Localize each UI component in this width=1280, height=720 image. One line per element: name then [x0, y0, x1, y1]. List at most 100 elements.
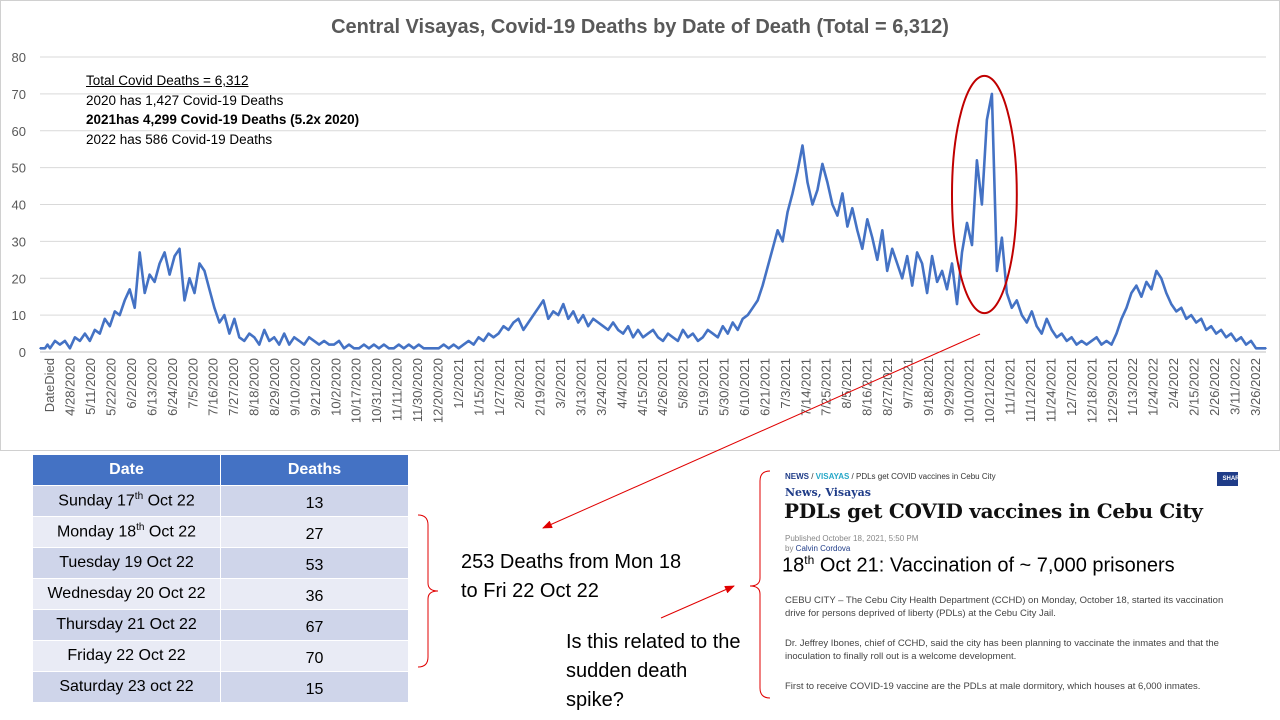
data-point	[926, 292, 928, 294]
breadcrumb-news-link[interactable]: NEWS	[785, 472, 809, 481]
data-point	[1001, 236, 1003, 239]
data-point	[143, 292, 146, 294]
deaths-cell: 67	[220, 609, 409, 641]
data-point	[153, 281, 156, 283]
x-tick-label: 4/4/2021	[614, 358, 629, 409]
data-point	[482, 340, 485, 342]
author-link[interactable]: Calvin Cordova	[795, 544, 851, 553]
date-column-header: Date	[32, 454, 221, 486]
data-point	[966, 222, 968, 224]
data-point	[1145, 281, 1148, 283]
data-point	[1050, 329, 1053, 331]
data-point	[697, 340, 699, 342]
x-tick-label: 5/30/2021	[717, 358, 732, 416]
x-tick-label: 2/26/2022	[1207, 358, 1222, 416]
data-point	[1225, 336, 1227, 339]
data-point	[1075, 343, 1078, 346]
x-tick-label: 7/14/2021	[798, 358, 813, 416]
data-point	[1265, 347, 1267, 350]
table-row: Friday 22 Oct 22 70	[32, 640, 409, 672]
data-point	[238, 336, 241, 339]
data-point	[1135, 284, 1138, 287]
date-month: Oct 22	[144, 523, 197, 541]
table-row: Monday 18th Oct 22 27	[32, 516, 409, 548]
data-point	[527, 321, 530, 324]
data-point	[921, 262, 923, 265]
data-point	[1021, 314, 1023, 316]
data-point	[477, 336, 480, 339]
x-tick-label: 8/5/2021	[839, 358, 854, 409]
x-tick-label: 9/7/2021	[900, 358, 915, 409]
data-point	[338, 340, 340, 342]
data-point	[612, 321, 614, 324]
data-point	[328, 343, 330, 346]
data-point	[627, 325, 629, 328]
data-point	[866, 218, 869, 221]
sum-note: 253 Deaths from Mon 18 to Fri 22 Oct 22	[461, 551, 682, 602]
data-point	[881, 229, 884, 232]
data-point	[542, 299, 545, 302]
data-point	[1115, 332, 1118, 335]
data-point	[467, 340, 470, 342]
data-point	[243, 340, 246, 342]
data-point	[457, 347, 460, 350]
data-point	[273, 336, 276, 339]
data-point	[333, 343, 335, 346]
data-point	[223, 314, 226, 316]
x-tick-label: 10/17/2020	[349, 358, 364, 423]
data-point	[886, 270, 888, 272]
data-point	[662, 340, 664, 342]
data-point	[761, 284, 764, 287]
data-point	[1045, 318, 1048, 320]
data-point	[936, 281, 938, 283]
vaccination-caption: 18th Oct 21: Vaccination of ~ 7,000 pris…	[782, 553, 1175, 578]
x-tick-label: 11/30/2020	[410, 358, 425, 422]
data-point	[587, 325, 589, 328]
data-point	[318, 343, 320, 346]
data-point	[388, 347, 390, 350]
x-tick-label: 2/4/2022	[1166, 358, 1181, 409]
y-tick-label: 10	[12, 308, 26, 323]
y-tick-label: 60	[12, 124, 26, 139]
data-point	[911, 284, 913, 287]
data-point	[1230, 332, 1232, 335]
data-point	[1125, 307, 1128, 309]
article-category[interactable]: News, Visayas	[785, 486, 871, 499]
data-point	[906, 255, 908, 257]
data-point	[462, 343, 465, 346]
data-point	[1026, 321, 1028, 324]
date-cell: Friday 22 Oct 22	[32, 640, 221, 672]
data-point	[158, 262, 161, 265]
y-tick-label: 20	[12, 271, 26, 286]
data-point	[831, 203, 834, 206]
data-point	[1055, 336, 1058, 339]
data-point	[617, 329, 619, 331]
table-row: Thursday 21 Oct 22 67	[32, 609, 409, 641]
date-month: Oct 22	[143, 492, 195, 510]
data-point	[1130, 292, 1133, 294]
date-day: Saturday 23 oct 22	[59, 678, 194, 695]
date-cell: Wednesday 20 Oct 22	[32, 578, 221, 610]
x-tick-label: 4/28/2020	[63, 358, 78, 416]
x-tick-label: 11/1/2021	[1003, 358, 1018, 415]
data-point	[418, 343, 420, 346]
line-chart: Central Visayas, Covid-19 Deaths by Date…	[0, 0, 1280, 451]
deaths-cell: 70	[220, 640, 409, 672]
share-button[interactable]: SHARE	[1217, 472, 1238, 486]
data-point	[373, 343, 375, 346]
data-point	[1255, 347, 1257, 350]
x-tick-label: 3/11/2022	[1227, 358, 1242, 415]
data-point	[228, 332, 231, 335]
x-tick-label: 5/22/2020	[104, 358, 119, 416]
data-point	[741, 318, 744, 320]
table-row: Wednesday 20 Oct 22 36	[32, 578, 409, 610]
x-tick-label: 3/24/2021	[594, 358, 609, 416]
x-tick-label: 9/10/2020	[287, 358, 302, 416]
breadcrumb-visayas-link[interactable]: VISAYAS	[815, 472, 850, 481]
data-point	[1215, 332, 1217, 335]
data-point	[427, 347, 430, 350]
data-point	[1035, 325, 1038, 328]
data-point	[283, 332, 286, 335]
data-point	[577, 321, 579, 324]
data-point	[771, 248, 774, 250]
